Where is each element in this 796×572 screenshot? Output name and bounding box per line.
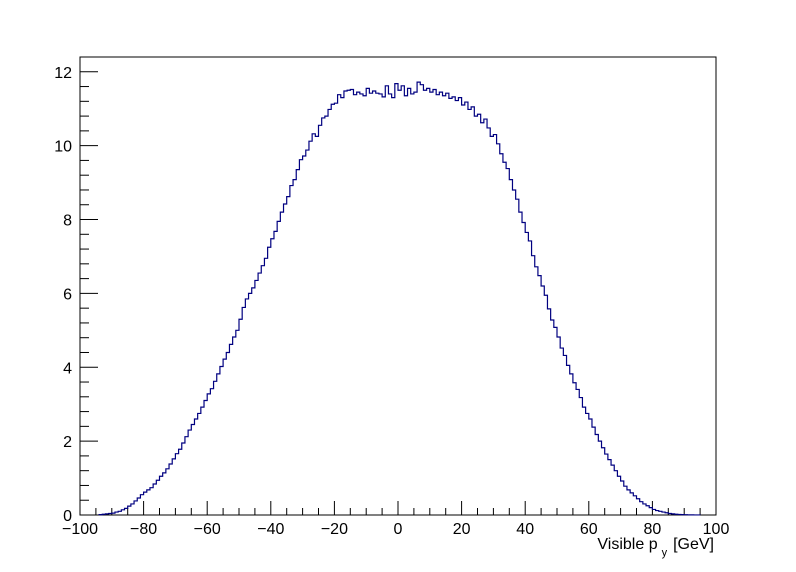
x-tick-label: 100 bbox=[703, 521, 730, 538]
y-tick-label: 6 bbox=[63, 286, 72, 303]
x-tick-label: −80 bbox=[130, 521, 157, 538]
x-tick-label: 80 bbox=[644, 521, 662, 538]
x-axis-title-subscript: y bbox=[662, 547, 668, 559]
y-tick-label: 0 bbox=[63, 508, 72, 525]
x-axis-title-unit: [GeV] bbox=[673, 536, 714, 553]
y-axis: 0 2 4 6 8 10 12 bbox=[54, 56, 98, 525]
x-axis-title: Visible p y [GeV] bbox=[597, 536, 714, 559]
x-axis: −100 −80 −60 −40 −20 0 20 40 60 80 100 bbox=[62, 501, 729, 538]
y-tick-label: 10 bbox=[54, 139, 72, 156]
x-axis-title-main: Visible p bbox=[597, 536, 657, 553]
y-tick-label: 12 bbox=[54, 65, 72, 82]
x-tick-label: −20 bbox=[321, 521, 348, 538]
x-tick-label: 40 bbox=[516, 521, 534, 538]
y-tick-label: 8 bbox=[63, 213, 72, 230]
plot-frame bbox=[79, 56, 717, 516]
x-tick-label: −100 bbox=[62, 521, 98, 538]
histogram-step-line bbox=[98, 81, 701, 516]
y-tick-label: 4 bbox=[63, 360, 72, 377]
x-tick-label: −40 bbox=[257, 521, 284, 538]
y-tick-label: 2 bbox=[63, 434, 72, 451]
x-tick-label: 20 bbox=[453, 521, 471, 538]
x-tick-label: −60 bbox=[194, 521, 221, 538]
x-tick-label: 0 bbox=[394, 521, 403, 538]
x-tick-label: 60 bbox=[580, 521, 598, 538]
